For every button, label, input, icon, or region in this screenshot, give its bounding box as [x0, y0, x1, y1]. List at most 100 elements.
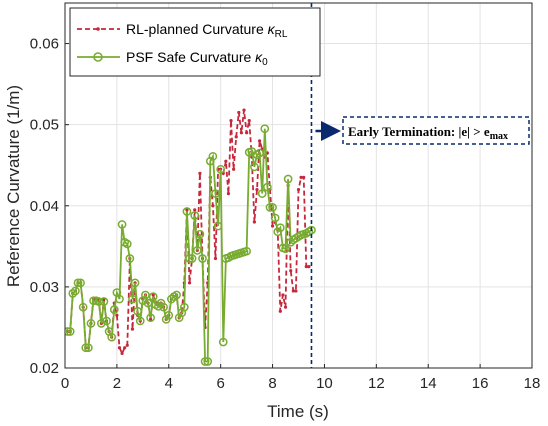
- series-psf-point: [167, 294, 176, 304]
- series-psf-point: [218, 337, 228, 347]
- series-psf-point: [68, 289, 78, 298]
- series-layer: [65, 108, 316, 366]
- series-psf-point: [148, 292, 158, 301]
- series-psf-point: [250, 162, 259, 172]
- series-rl-point: [115, 313, 119, 317]
- series-rl-point: [302, 175, 306, 179]
- series-psf-point: [164, 310, 174, 320]
- y-tick-label: 0.05: [30, 117, 59, 134]
- series-rl-point: [242, 108, 246, 112]
- legend: RL-planned Curvature κRL PSF Safe Curvat…: [69, 7, 321, 77]
- series-psf-point: [198, 254, 207, 263]
- series-psf-point: [200, 357, 210, 366]
- series-psf-point: [73, 278, 83, 288]
- series-psf-point: [133, 306, 142, 316]
- y-tick-label: 0.03: [30, 279, 59, 296]
- series-rl-point: [125, 343, 129, 347]
- x-tick-label: 12: [368, 375, 385, 392]
- series-rl-point: [229, 119, 233, 123]
- series-psf-point: [307, 225, 316, 235]
- series-psf-point: [182, 207, 192, 216]
- series-psf-point: [141, 290, 150, 300]
- legend-rl-marker: [96, 27, 100, 31]
- series-psf-point: [260, 124, 270, 134]
- series-rl-point: [237, 110, 241, 115]
- series-psf-point: [174, 313, 184, 323]
- series-psf-point: [257, 189, 267, 198]
- series-psf-point: [78, 302, 88, 312]
- series-psf-point: [76, 278, 85, 288]
- series-rl-point: [294, 289, 298, 293]
- x-tick-label: 14: [420, 375, 437, 392]
- series-rl-point: [120, 351, 124, 355]
- series-rl-point: [296, 187, 301, 192]
- series-rl-point: [307, 265, 311, 269]
- series-rl-point: [117, 346, 122, 350]
- series-psf-point: [205, 156, 215, 166]
- y-tick-label: 0.04: [30, 198, 59, 215]
- series-psf-point: [192, 246, 202, 255]
- series-psf-point: [102, 316, 111, 326]
- series-psf-point: [130, 278, 140, 288]
- series-psf-point: [109, 305, 119, 314]
- series-psf-point: [128, 294, 137, 304]
- series-psf-point: [125, 254, 135, 263]
- series-rl-point: [239, 131, 244, 135]
- series-psf-point: [122, 239, 132, 249]
- series-rl-point: [130, 327, 135, 331]
- series-psf-point: [117, 220, 127, 229]
- plot-frame: [64, 2, 533, 369]
- series-psf-point: [135, 316, 145, 326]
- series-psf-point: [99, 297, 109, 306]
- series-rl-point: [299, 175, 303, 179]
- series-rl-point: [193, 208, 197, 212]
- series-rl-point: [247, 119, 251, 123]
- series-psf-point: [187, 254, 197, 263]
- series-psf-point: [265, 203, 275, 212]
- series-psf-point: [86, 319, 96, 328]
- series-psf-point: [179, 302, 189, 312]
- y-tick-label: 0.02: [30, 360, 59, 377]
- series-rl-point: [255, 187, 259, 192]
- series-rl-point: [281, 293, 285, 297]
- series-psf-point: [203, 357, 213, 366]
- series-psf-point: [159, 302, 168, 312]
- series-psf-point: [281, 244, 290, 254]
- series-rl-point: [283, 305, 288, 309]
- series-psf-point: [275, 223, 285, 233]
- series-psf-point: [242, 246, 251, 256]
- series-psf-point: [255, 148, 264, 158]
- series-psf-point: [286, 237, 296, 247]
- series-rl-point: [151, 293, 155, 297]
- x-axis-label: Time (s): [267, 402, 329, 421]
- y-axis-label: Reference Curvature (1/m): [4, 85, 23, 287]
- series-rl-point: [224, 159, 228, 163]
- series-psf-point: [107, 332, 117, 342]
- series-psf-point: [270, 213, 280, 223]
- series-rl-point: [213, 256, 218, 261]
- legend-psf-marker: [93, 52, 103, 62]
- series-psf-point: [208, 151, 218, 161]
- series-psf-point: [263, 182, 272, 192]
- series-psf-point: [81, 343, 91, 353]
- series-psf-point: [211, 189, 220, 198]
- series-psf-point: [268, 203, 277, 212]
- series-psf-point: [65, 327, 72, 336]
- legend-item-rl: RL-planned Curvature κRL: [77, 21, 288, 40]
- series-psf-point: [213, 221, 223, 231]
- axis-ticks: 0 2 4 6 8 10 12 14 16 18 0.02 0.03 0.04 0.05 0.06: [30, 36, 541, 392]
- x-tick-label: 0: [61, 375, 69, 392]
- series-psf-point: [84, 343, 93, 353]
- series-rl-point: [291, 289, 295, 293]
- series-psf-point: [172, 290, 181, 300]
- legend-box: [69, 7, 321, 77]
- early-termination-annotation: Early Termination: |e| > emax: [342, 116, 530, 145]
- x-tick-label: 6: [216, 375, 224, 392]
- x-tick-label: 10: [316, 375, 333, 392]
- series-psf-point: [94, 297, 104, 306]
- series-rl-point: [289, 269, 293, 273]
- series-rl-point: [198, 171, 202, 175]
- x-tick-label: 2: [113, 375, 121, 392]
- series-rl-point: [232, 167, 236, 171]
- series-psf-point: [216, 164, 226, 174]
